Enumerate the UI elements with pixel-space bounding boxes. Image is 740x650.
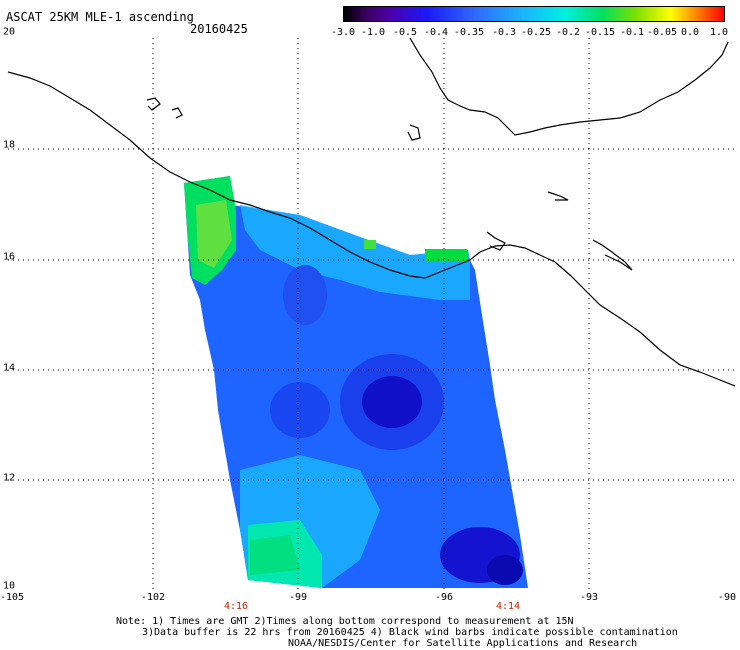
lat-label: 16 bbox=[3, 251, 16, 263]
note-line-3: NOAA/NESDIS/Center for Satellite Applica… bbox=[288, 638, 638, 649]
time-label: 4:14 bbox=[495, 601, 521, 612]
colorbar-tick: -0.25 bbox=[520, 27, 552, 38]
lat-label: 14 bbox=[3, 362, 16, 374]
note-line-1: Note: 1) Times are GMT 2)Times along bot… bbox=[116, 616, 574, 627]
lon-label: -93 bbox=[579, 592, 599, 603]
map-title: ASCAT 25KM MLE-1 ascending bbox=[6, 10, 194, 24]
lon-label: -102 bbox=[140, 592, 166, 603]
lat-label: 10 bbox=[3, 580, 16, 592]
note-line-2: 3)Data buffer is 22 hrs from 20160425 4)… bbox=[142, 627, 678, 638]
lat-label: 18 bbox=[3, 139, 16, 151]
colorbar-tick: -0.05 bbox=[646, 27, 678, 38]
colorbar-tick: -3.0 bbox=[330, 27, 356, 38]
lat-label: 20 bbox=[3, 26, 16, 38]
colorbar-tick: -0.15 bbox=[584, 27, 616, 38]
lon-label: -105 bbox=[0, 592, 25, 603]
colorbar-tick: -0.5 bbox=[392, 27, 418, 38]
colorbar-tick: -0.2 bbox=[555, 27, 581, 38]
colorbar-tick: -0.1 bbox=[619, 27, 645, 38]
map-date: 20160425 bbox=[190, 22, 248, 36]
colorbar bbox=[343, 6, 725, 22]
time-label: 4:16 bbox=[223, 601, 249, 612]
colorbar-tick: -1.0 bbox=[360, 27, 386, 38]
colorbar-tick: -0.35 bbox=[453, 27, 485, 38]
colorbar-tick: -0.4 bbox=[423, 27, 449, 38]
lon-label: -96 bbox=[434, 592, 454, 603]
lon-label: -99 bbox=[288, 592, 308, 603]
colorbar-tick: 0.0 bbox=[680, 27, 700, 38]
coastline bbox=[7, 37, 736, 387]
lon-label: -90 bbox=[717, 592, 737, 603]
colorbar-tick: -0.3 bbox=[491, 27, 517, 38]
swath-data bbox=[184, 176, 528, 588]
colorbar-tick: 1.0 bbox=[709, 27, 729, 38]
graticule bbox=[8, 38, 736, 590]
lat-label: 12 bbox=[3, 472, 16, 484]
